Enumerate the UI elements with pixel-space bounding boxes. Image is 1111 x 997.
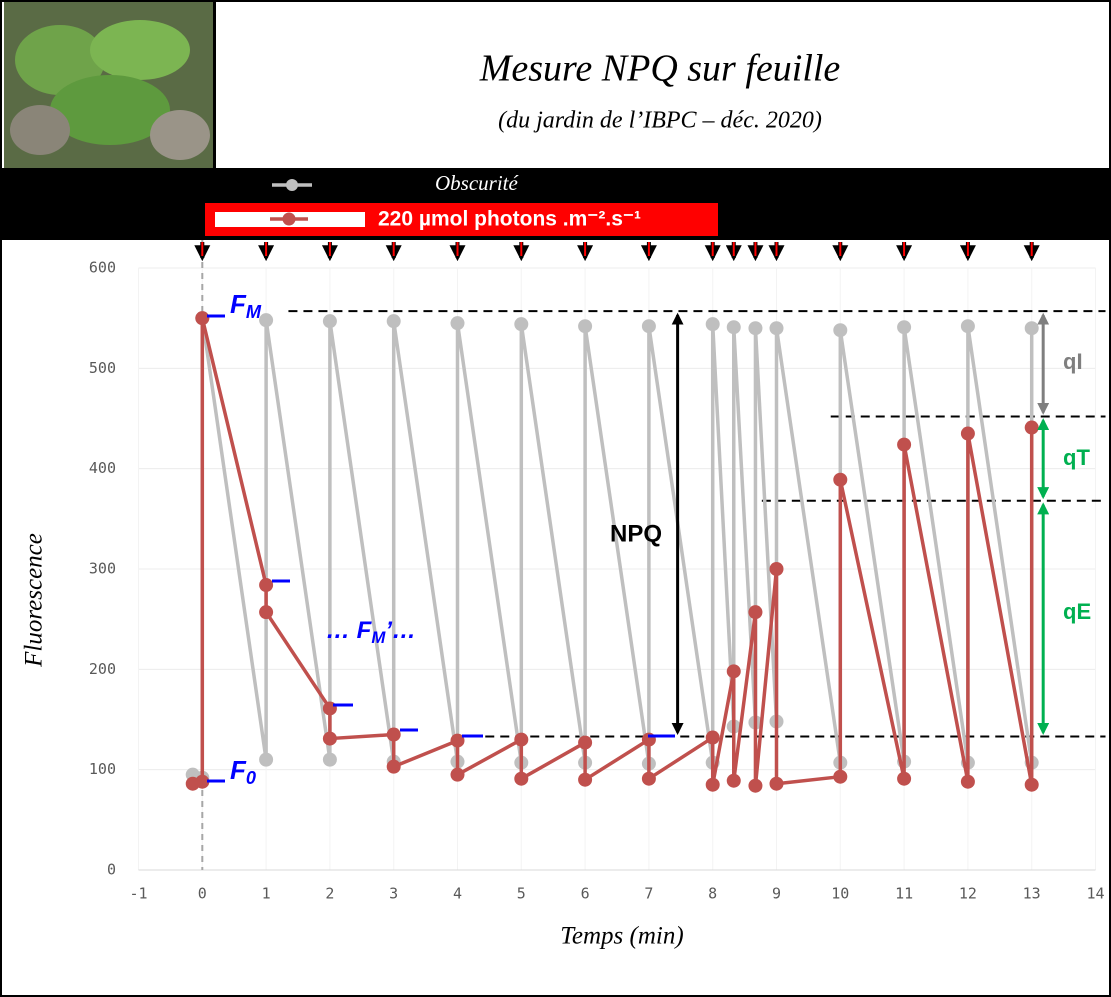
y-tick-label: 600	[89, 259, 116, 277]
data-point	[960, 774, 975, 789]
data-point	[259, 578, 274, 593]
y-tick-label: 100	[89, 760, 116, 778]
x-tick-label: 8	[708, 885, 717, 903]
annotation-part: F	[230, 755, 247, 785]
x-tick-label: 10	[831, 885, 849, 903]
x-tick-label: 7	[644, 885, 653, 903]
data-point	[259, 605, 274, 620]
x-tick-label: 1	[262, 885, 271, 903]
data-point	[641, 771, 656, 786]
qi-label: qI	[1063, 349, 1083, 374]
data-point	[578, 772, 593, 787]
x-tick-label: 9	[772, 885, 781, 903]
data-point	[748, 605, 763, 620]
data-point	[259, 313, 274, 328]
f0-label: F0	[230, 755, 256, 788]
x-tick-label: 5	[517, 885, 526, 903]
x-tick-label: 14	[1086, 885, 1104, 903]
data-point	[897, 771, 912, 786]
annotation-part: … F	[326, 617, 373, 644]
data-point	[322, 731, 337, 746]
annotation-sub: M	[246, 302, 262, 322]
x-tick-label: 2	[325, 885, 334, 903]
data-point	[578, 319, 593, 334]
data-point	[897, 437, 912, 452]
chart-subtitle: (du jardin de l’IBPC – déc. 2020)	[498, 108, 822, 134]
data-point	[769, 562, 784, 576]
legend-marker	[282, 212, 296, 226]
data-point	[578, 735, 593, 750]
data-point	[514, 317, 529, 332]
y-tick-label: 400	[89, 459, 116, 477]
x-tick-label: 4	[453, 885, 462, 903]
data-point	[1024, 420, 1039, 435]
npq-label: NPQ	[610, 520, 662, 547]
x-tick-label: 0	[198, 885, 207, 903]
data-point	[748, 321, 763, 336]
data-point	[386, 759, 401, 774]
annotation-part: ’…	[385, 617, 416, 644]
qt-label: qT	[1063, 445, 1090, 470]
data-point	[386, 727, 401, 742]
chart-title: Mesure NPQ sur feuille	[479, 48, 841, 90]
annotation-part: F	[230, 289, 247, 319]
data-point	[322, 752, 337, 767]
data-point	[386, 314, 401, 329]
data-point	[641, 319, 656, 334]
annotation-sub: 0	[246, 768, 256, 788]
data-point	[897, 320, 912, 335]
y-axis-label: Fluorescence	[21, 533, 48, 668]
y-tick-label: 500	[89, 359, 116, 377]
data-point	[259, 752, 274, 767]
data-point	[450, 767, 465, 782]
legend-label: Obscurité	[435, 171, 520, 195]
qe-label: qE	[1063, 599, 1091, 624]
data-point	[1024, 321, 1039, 336]
data-point	[195, 311, 210, 326]
data-point	[450, 733, 465, 748]
data-point	[322, 314, 337, 329]
data-point	[726, 773, 741, 788]
data-point	[833, 472, 848, 487]
data-point	[748, 778, 763, 793]
data-point	[833, 323, 848, 338]
y-tick-label: 0	[107, 861, 116, 879]
fm-prime-label: … FM’…	[326, 617, 416, 647]
x-tick-label: 12	[959, 885, 977, 903]
data-point	[769, 776, 784, 791]
data-point	[514, 771, 529, 786]
data-point	[960, 319, 975, 334]
x-tick-label: 3	[389, 885, 398, 903]
data-point	[705, 777, 720, 792]
data-point	[195, 774, 210, 789]
data-point	[960, 426, 975, 441]
x-axis-label: Temps (min)	[560, 923, 683, 950]
x-tick-label: 11	[895, 885, 913, 903]
data-point	[705, 317, 720, 332]
x-tick-label: -1	[129, 885, 147, 903]
y-tick-label: 200	[89, 660, 116, 678]
data-point	[450, 316, 465, 331]
leaf-photo	[4, 2, 216, 168]
data-point	[769, 321, 784, 336]
y-tick-label: 300	[89, 560, 116, 578]
x-tick-label: 6	[581, 885, 590, 903]
annotation-sub: M	[371, 628, 386, 647]
data-point	[514, 732, 529, 747]
legend-label: 220 µmol photons .m⁻².s⁻¹	[378, 208, 641, 231]
data-point	[705, 730, 720, 745]
x-tick-label: 13	[1023, 885, 1041, 903]
data-point	[726, 320, 741, 335]
data-point	[726, 664, 741, 679]
legend-marker	[286, 179, 298, 191]
data-point	[1024, 777, 1039, 792]
data-point	[833, 769, 848, 784]
fm-label: FM	[230, 289, 262, 322]
